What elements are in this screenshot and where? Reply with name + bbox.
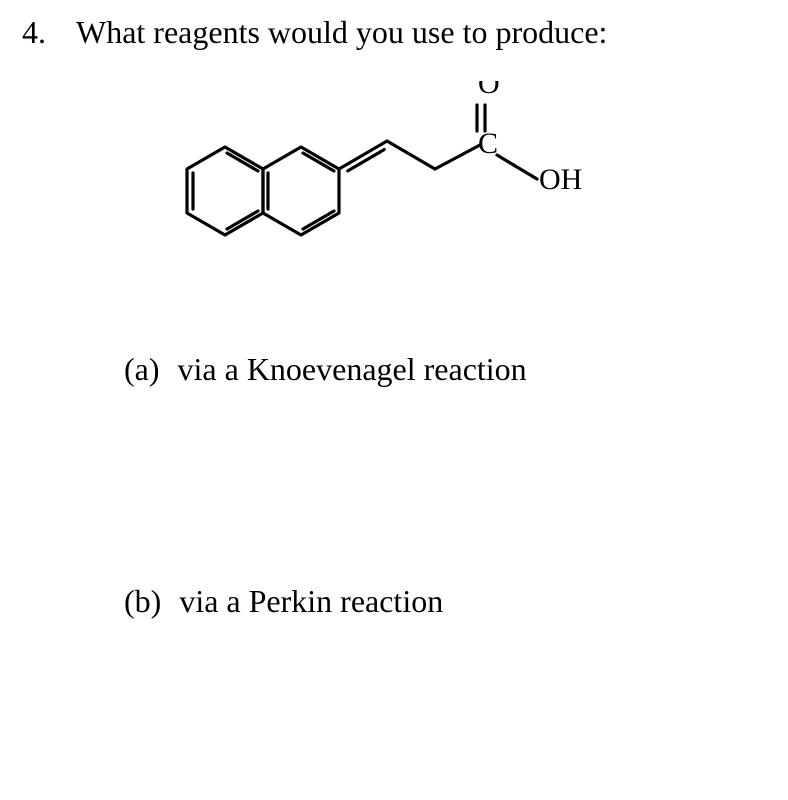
question-prompt: What reagents would you use to produce: (76, 14, 607, 51)
svg-text:O: O (478, 81, 500, 100)
molecule-svg: C O OH (135, 81, 655, 291)
part-a-text: via a Knoevenagel reaction (178, 351, 527, 388)
part-b-row: (b) via a Perkin reaction (124, 583, 768, 620)
part-a-row: (a) via a Knoevenagel reaction (124, 351, 768, 388)
svg-text:OH: OH (539, 163, 582, 196)
part-b-text: via a Perkin reaction (179, 583, 443, 620)
part-b-label: (b) (124, 583, 161, 620)
chemical-structure: C O OH (135, 81, 655, 291)
question-row: 4. What reagents would you use to produc… (20, 14, 768, 51)
part-a-label: (a) (124, 351, 160, 388)
svg-text:C: C (478, 127, 498, 160)
question-number: 4. (20, 14, 46, 51)
